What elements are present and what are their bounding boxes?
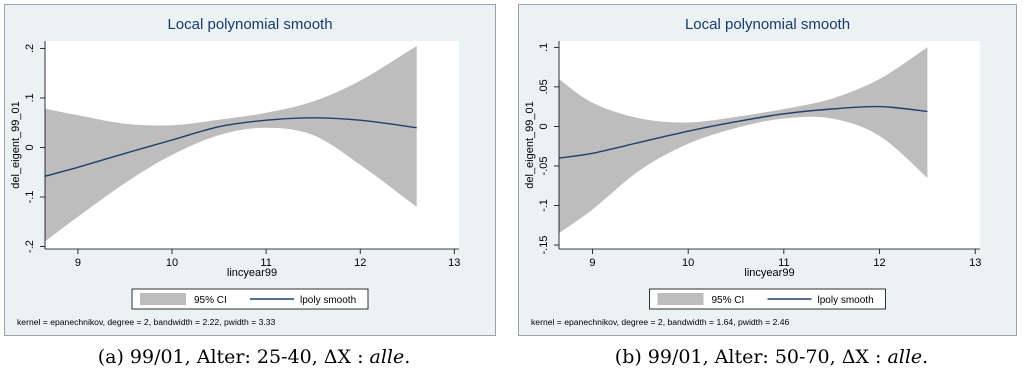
chart-frame: Local polynomial smooth -.15 -.1 -.05 0 .05 .1… [518,4,1017,336]
x-tick-label: 11 [778,257,789,269]
legend-ci-swatch [657,293,704,305]
x-tick-label: 13 [969,257,981,269]
x-tick-label: 11 [260,257,271,269]
caption-suffix: . [404,346,411,368]
y-tick-label: -.15 [538,236,550,255]
chart-panel-a: Local polynomial smooth -.2 -.1 0 .1 .2 9 10 11 1… [4,0,504,385]
legend-ci-label: 95% CI [194,295,227,306]
figure-caption: (a) 99/01, Alter: 25-40, ΔX : alle. [4,346,504,368]
caption-prefix: (a) 99/01, Alter: 25-40, ΔX : [97,346,370,368]
y-tick-label: 0 [24,144,36,150]
y-axis-label: del_eigent_99_01 [10,101,22,188]
y-tick-label: .1 [24,93,36,102]
x-axis-label: lincyear99 [227,267,277,279]
x-axis-label: lincyear99 [744,267,794,279]
chart-svg: Local polynomial smooth -.2 -.1 0 .1 .2 9 10 11 1… [10,16,460,327]
confidence-band [45,46,417,242]
y-tick-label: .2 [24,44,36,53]
figure-caption: (b) 99/01, Alter: 50-70, ΔX : alle. [518,346,1025,368]
y-tick-label: -.2 [24,240,36,253]
x-tick-label: 10 [166,257,178,269]
chart-note: kernel = epanechnikov, degree = 2, bandw… [531,317,790,327]
x-tick-label: 12 [873,257,885,269]
legend-line-label: lpoly smooth [300,295,356,306]
caption-prefix: (b) 99/01, Alter: 50-70, ΔX : [614,346,888,368]
y-tick-label: -.05 [538,156,550,175]
chart-panel-b: Local polynomial smooth -.15 -.1 -.05 0.05.1… [518,0,1025,385]
y-axis-label: del_eigent_99_01 [524,101,536,188]
caption-italic: alle [369,346,405,368]
y-tick-label: 0 [538,123,550,129]
caption-italic: alle [887,346,923,368]
x-tick-label: 9 [589,257,595,269]
legend-line-label: lpoly smooth [818,295,874,306]
y-tick-label: .05 [538,79,550,94]
chart-title: Local polynomial smooth [685,16,850,33]
legend-ci-swatch [140,293,186,305]
x-tick-label: 13 [448,257,460,269]
x-tick-label: 10 [682,257,694,269]
chart-note: kernel = epanechnikov, degree = 2, bandw… [17,317,276,327]
x-tick-label: 9 [75,257,81,269]
x-tick-label: 12 [354,257,366,269]
chart-title: Local polynomial smooth [167,16,332,33]
confidence-band [559,47,928,234]
chart-svg: Local polynomial smooth -.15 -.1 -.05 0 .05 .1… [524,16,981,327]
chart-frame: Local polynomial smooth -.2 -.1 0 .1 .2 9 10 11 1… [4,4,496,336]
y-tick-label: -.1 [24,191,36,204]
y-tick-label: .1 [538,43,550,52]
smooth-line [558,105,928,159]
y-tick-label: -.1 [538,199,550,212]
caption-suffix: . [922,346,929,368]
legend-ci-label: 95% CI [712,295,745,306]
smooth-line [44,117,417,177]
